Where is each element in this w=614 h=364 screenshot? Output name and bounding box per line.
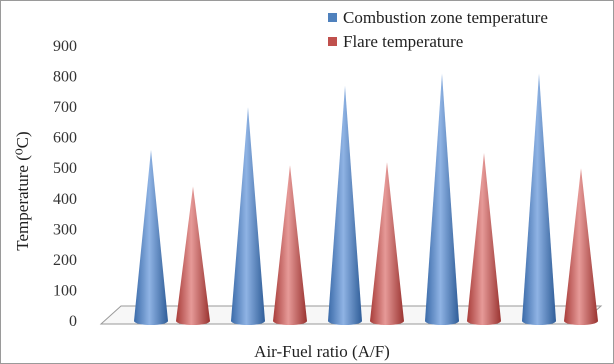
y-tick-label: 600 (53, 130, 77, 147)
y-tick-label: 100 (53, 282, 77, 299)
legend-label: Combustion zone temperature (343, 8, 548, 27)
y-tick-label: 800 (53, 69, 77, 86)
cone-combustion-4 (425, 73, 459, 325)
cone-combustion-1 (134, 149, 168, 325)
cone-combustion-2 (231, 107, 265, 325)
cone-flare-3 (370, 162, 404, 325)
y-tick-label: 900 (53, 38, 77, 55)
cone-combustion-3 (328, 85, 362, 325)
cone-series (134, 73, 598, 325)
y-axis-ticks: 0 100 200 300 400 500 600 700 800 900 (53, 38, 77, 330)
legend: Combustion zone temperature Flare tempera… (328, 8, 548, 51)
legend-swatch (328, 13, 337, 22)
cone-flare-5 (564, 168, 598, 325)
x-axis-title: Air-Fuel ratio (A/F) (254, 342, 390, 361)
y-tick-label: 200 (53, 252, 77, 269)
cone-flare-1 (176, 186, 210, 325)
legend-label: Flare temperature (343, 32, 463, 51)
cone-flare-2 (273, 165, 307, 325)
cone-flare-4 (467, 152, 501, 325)
y-axis-title: Temperature (⁰C) (13, 131, 32, 250)
y-tick-label: 400 (53, 191, 77, 208)
y-tick-label: 300 (53, 221, 77, 238)
y-tick-label: 0 (69, 313, 77, 330)
y-tick-label: 700 (53, 99, 77, 116)
y-tick-label: 500 (53, 160, 77, 177)
cone-combustion-5 (522, 73, 556, 325)
legend-swatch (328, 37, 337, 46)
